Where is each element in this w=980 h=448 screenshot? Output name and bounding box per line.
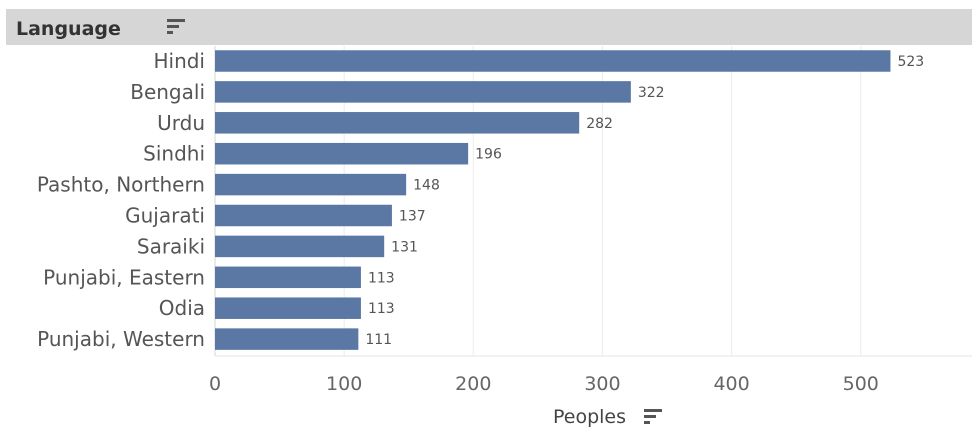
data-label: 113 bbox=[368, 270, 395, 286]
sort-descending-icon[interactable] bbox=[167, 18, 187, 36]
data-label: 523 bbox=[897, 54, 924, 70]
x-tick-label: 200 bbox=[455, 373, 491, 395]
x-tick-label: 300 bbox=[584, 373, 620, 395]
category-label: Punjabi, Eastern bbox=[43, 265, 205, 289]
x-tick-label: 100 bbox=[326, 373, 362, 395]
category-label: Urdu bbox=[157, 111, 205, 135]
category-label: Punjabi, Western bbox=[37, 327, 205, 351]
language-header-title: Language bbox=[16, 18, 121, 40]
category-label: Hindi bbox=[153, 49, 205, 73]
bar-sindhi[interactable] bbox=[215, 142, 469, 165]
data-label: 282 bbox=[586, 116, 613, 132]
bar-odia[interactable] bbox=[215, 297, 361, 319]
category-label: Sindhi bbox=[143, 142, 205, 166]
x-tick-label: 400 bbox=[713, 373, 749, 395]
column-header: Language bbox=[6, 9, 972, 45]
bar-punjabi-eastern[interactable] bbox=[215, 266, 361, 289]
bar-pashto-northern[interactable] bbox=[215, 173, 407, 196]
data-label: 137 bbox=[399, 209, 426, 225]
data-label: 148 bbox=[413, 178, 440, 194]
x-axis-title: Peoples bbox=[553, 406, 627, 428]
x-tick-label: 0 bbox=[209, 373, 221, 395]
bar-saraiki[interactable] bbox=[215, 235, 385, 258]
category-label: Odia bbox=[159, 296, 205, 320]
bar-gujarati[interactable] bbox=[215, 204, 392, 227]
category-label: Pashto, Northern bbox=[37, 173, 205, 197]
data-label: 196 bbox=[475, 147, 502, 163]
sort-descending-icon[interactable] bbox=[644, 408, 664, 426]
category-label: Saraiki bbox=[137, 234, 205, 258]
bar-punjabi-western[interactable] bbox=[215, 328, 359, 350]
data-label: 113 bbox=[368, 301, 395, 317]
bar-urdu[interactable] bbox=[215, 112, 580, 134]
category-label: Gujarati bbox=[125, 204, 205, 228]
data-label: 322 bbox=[638, 85, 665, 101]
category-label: Bengali bbox=[130, 80, 205, 104]
data-label: 111 bbox=[365, 332, 392, 348]
bar-bengali[interactable] bbox=[215, 81, 631, 103]
x-tick-label: 500 bbox=[843, 373, 879, 395]
bar-hindi[interactable] bbox=[215, 50, 891, 72]
data-label: 131 bbox=[391, 239, 418, 255]
